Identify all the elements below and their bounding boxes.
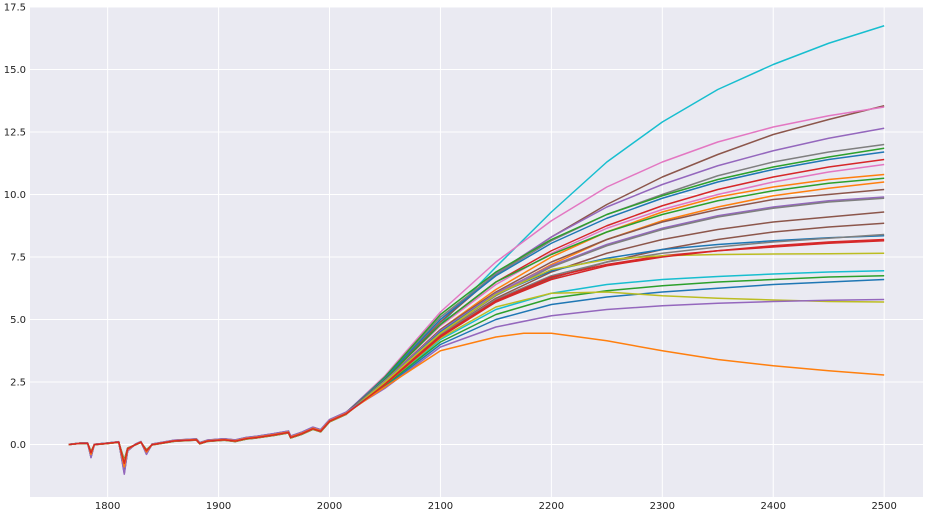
x-tick-label: 2200 <box>539 501 564 512</box>
y-tick-label: 10.0 <box>4 190 26 201</box>
y-tick-label: 0.0 <box>10 440 26 451</box>
grid <box>30 6 923 497</box>
y-tick-label: 17.5 <box>4 3 26 14</box>
y-axis-ticks: 0.0 2.5 5.0 7.5 10.0 12.5 15.0 17.5 <box>4 3 26 452</box>
y-tick-label: 12.5 <box>4 128 26 139</box>
y-tick-label: 15.0 <box>4 65 26 76</box>
x-tick-label: 2500 <box>871 501 896 512</box>
x-tick-label: 2000 <box>317 501 342 512</box>
x-tick-label: 1900 <box>206 501 231 512</box>
x-axis-ticks: 1800 1900 2000 2100 2200 2300 2400 2500 <box>95 501 897 512</box>
series-line-28 <box>68 238 885 465</box>
series-layer <box>68 25 885 475</box>
y-tick-label: 7.5 <box>10 253 26 264</box>
y-tick-label: 2.5 <box>10 378 26 389</box>
x-tick-label: 2100 <box>428 501 453 512</box>
plot-area <box>30 7 923 497</box>
x-tick-label: 2400 <box>761 501 786 512</box>
y-tick-label: 5.0 <box>10 315 26 326</box>
x-tick-label: 2300 <box>650 501 675 512</box>
x-tick-label: 1800 <box>95 501 120 512</box>
